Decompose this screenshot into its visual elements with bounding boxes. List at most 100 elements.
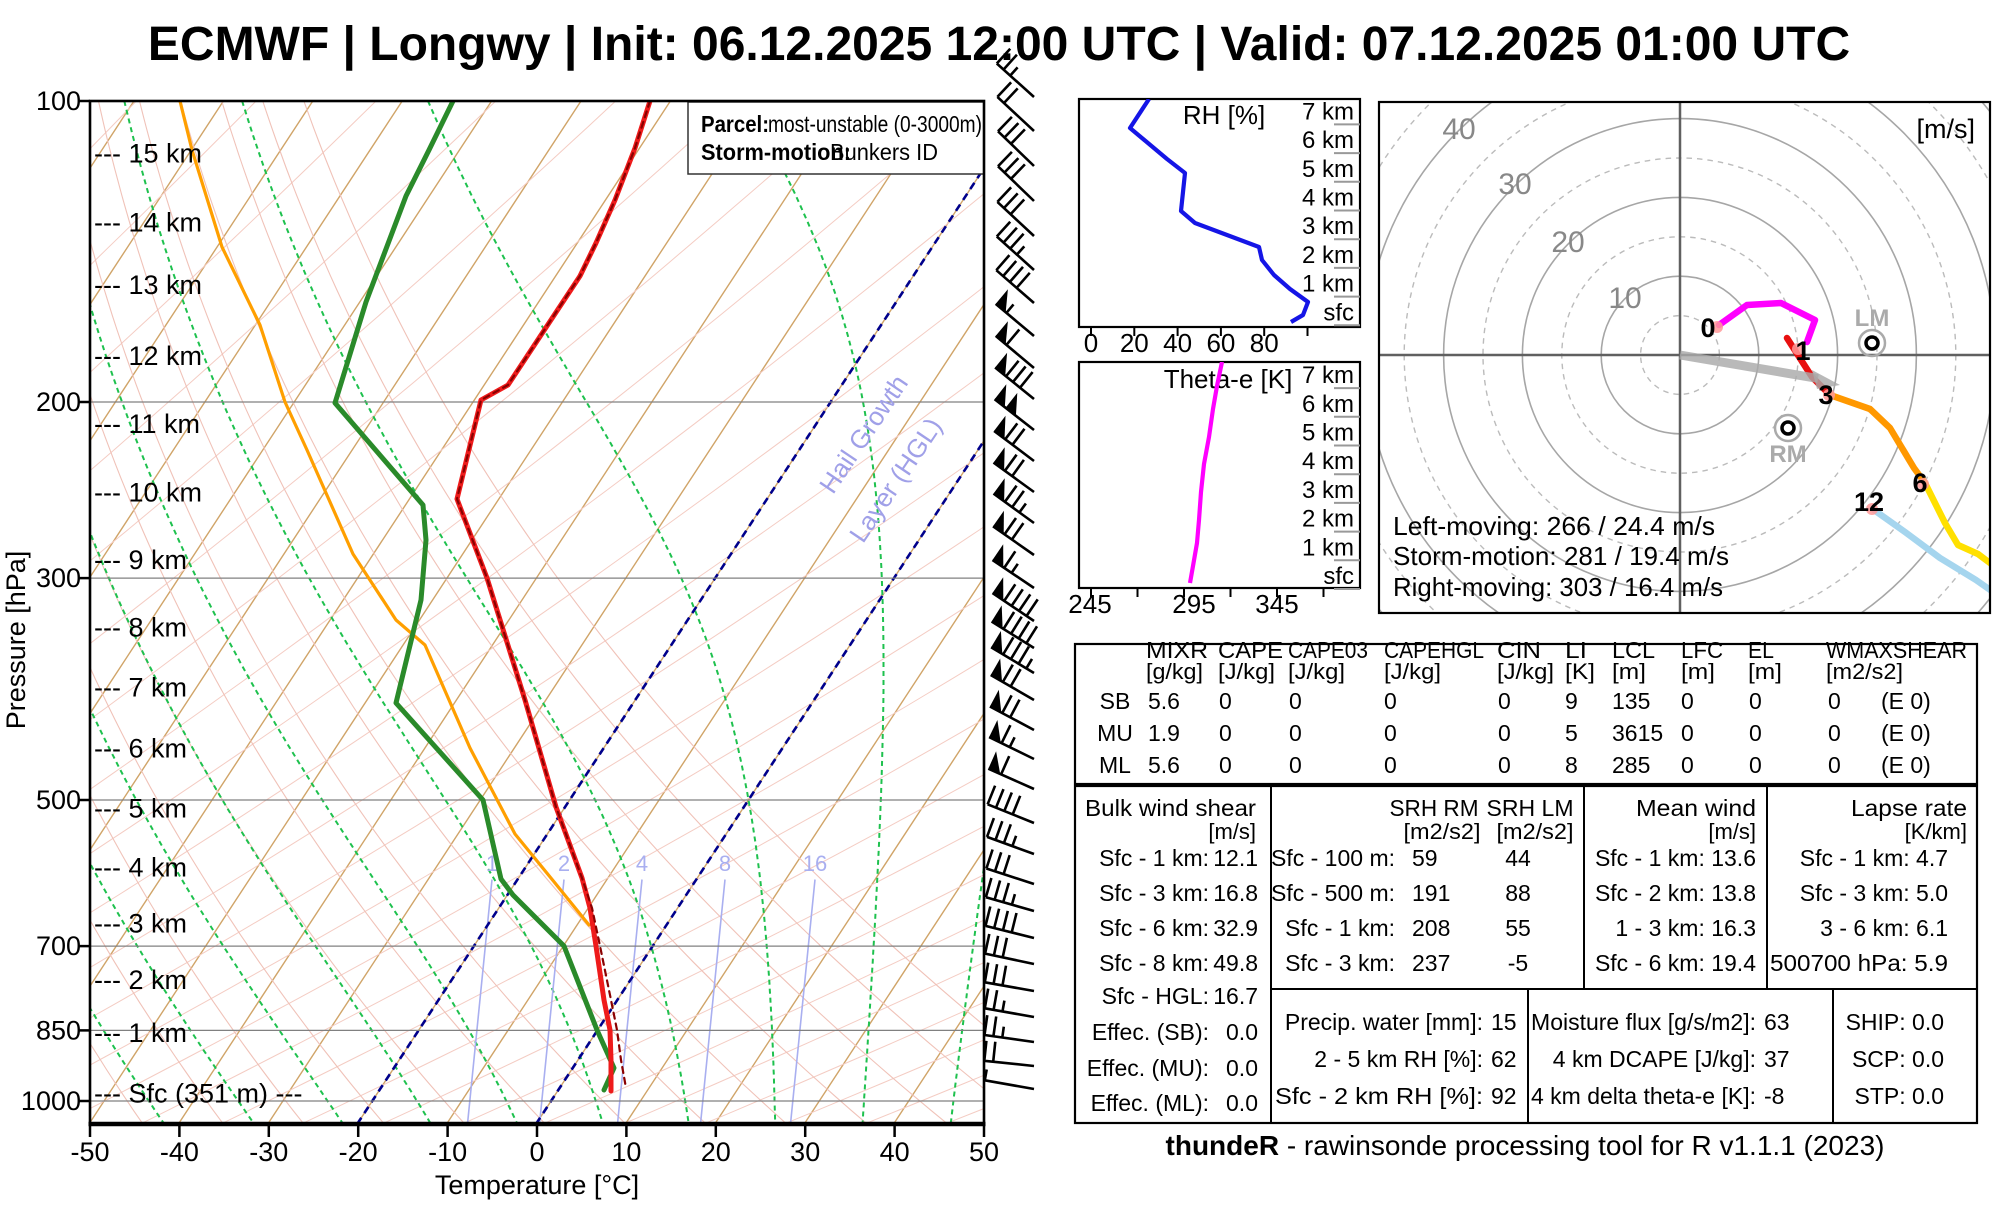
svg-text:80: 80 [1250, 328, 1279, 358]
svg-text:8: 8 [719, 851, 731, 876]
svg-text:SCP: 0.0: SCP: 0.0 [1852, 1046, 1944, 1072]
svg-text:0: 0 [1219, 688, 1232, 714]
svg-text:--- 4 km: --- 4 km [94, 853, 187, 883]
svg-text:--- 8 km: --- 8 km [94, 613, 187, 643]
svg-text:0.0: 0.0 [1226, 1019, 1258, 1045]
svg-text:0: 0 [1289, 752, 1302, 778]
svg-text:Sfc - 1 km:: Sfc - 1 km: [1099, 845, 1209, 871]
svg-text:500: 500 [36, 785, 81, 815]
svg-text:49.8: 49.8 [1213, 950, 1258, 976]
svg-text:295: 295 [1172, 589, 1215, 619]
svg-text:Right-moving: 303 / 16.4 m/s: Right-moving: 303 / 16.4 m/s [1393, 572, 1723, 602]
svg-text:Sfc - 8 km:: Sfc - 8 km: [1099, 950, 1209, 976]
svg-text:LCL: LCL [1612, 637, 1655, 663]
svg-text:30: 30 [1498, 168, 1531, 201]
svg-text:CAPEHGL: CAPEHGL [1384, 637, 1484, 663]
svg-text:--- 1 km: --- 1 km [94, 1018, 187, 1048]
svg-text:[J/kg]: [J/kg] [1218, 659, 1275, 684]
svg-text:10: 10 [1608, 282, 1641, 315]
svg-text:LM: LM [1855, 305, 1890, 332]
svg-text:LFC: LFC [1681, 637, 1723, 663]
svg-text:63: 63 [1764, 1009, 1790, 1035]
svg-text:850: 850 [36, 1015, 81, 1045]
svg-text:6: 6 [1912, 468, 1927, 498]
svg-text:SHIP: 0.0: SHIP: 0.0 [1846, 1009, 1944, 1035]
svg-text:0: 0 [1219, 720, 1232, 746]
svg-text:EL: EL [1748, 637, 1774, 663]
svg-text:0: 0 [529, 1137, 544, 1167]
svg-text:0: 0 [1828, 752, 1841, 778]
svg-text:0: 0 [1084, 328, 1098, 358]
svg-text:7 km: 7 km [1302, 362, 1354, 389]
svg-text:Pressure [hPa]: Pressure [hPa] [1, 551, 31, 730]
svg-text:SRH LM: SRH LM [1487, 795, 1574, 821]
svg-text:0: 0 [1289, 720, 1302, 746]
svg-text:CAPE03: CAPE03 [1288, 637, 1368, 663]
svg-text:92: 92 [1491, 1083, 1517, 1109]
svg-text:4 km delta theta-e [K]:: 4 km delta theta-e [K]: [1531, 1083, 1756, 1109]
svg-text:(E 0): (E 0) [1881, 688, 1931, 714]
svg-text:RM: RM [1769, 441, 1806, 468]
svg-text:15: 15 [1491, 1009, 1517, 1035]
svg-text:--- 12 km: --- 12 km [94, 341, 202, 371]
svg-text:[m/s]: [m/s] [1208, 819, 1256, 844]
svg-text:1000: 1000 [21, 1086, 81, 1116]
svg-text:(E 0): (E 0) [1881, 752, 1931, 778]
svg-text:0: 0 [1498, 752, 1511, 778]
svg-text:3 - 6 km: 6.1: 3 - 6 km: 6.1 [1820, 915, 1948, 941]
svg-text:Sfc - 3 km:: Sfc - 3 km: [1099, 880, 1209, 906]
svg-text:--- 15 km: --- 15 km [94, 139, 202, 169]
svg-text:--- 3 km: --- 3 km [94, 909, 187, 939]
svg-text:-20: -20 [339, 1137, 378, 1167]
svg-text:0: 0 [1384, 752, 1397, 778]
svg-text:1 km: 1 km [1302, 534, 1354, 561]
svg-text:2: 2 [558, 851, 570, 876]
svg-text:[K]: [K] [1565, 659, 1595, 684]
svg-text:STP: 0.0: STP: 0.0 [1855, 1083, 1944, 1109]
svg-text:16.8: 16.8 [1213, 880, 1258, 906]
svg-text:Sfc - 3 km:: Sfc - 3 km: [1285, 950, 1395, 976]
svg-text:MU: MU [1097, 720, 1133, 746]
svg-text:[m/s]: [m/s] [1917, 114, 1976, 144]
svg-text:[m]: [m] [1748, 659, 1782, 684]
svg-text:40: 40 [880, 1137, 910, 1167]
svg-text:20: 20 [1120, 328, 1149, 358]
svg-text:0: 0 [1681, 720, 1694, 746]
svg-text:40: 40 [1442, 113, 1475, 146]
svg-text:[J/kg]: [J/kg] [1288, 659, 1345, 684]
svg-text:sfc: sfc [1323, 299, 1354, 326]
svg-text:Sfc - 500 m:: Sfc - 500 m: [1271, 880, 1395, 906]
svg-text:Lapse rate: Lapse rate [1851, 795, 1967, 821]
svg-text:6 km: 6 km [1302, 127, 1354, 154]
svg-text:16.7: 16.7 [1213, 983, 1258, 1009]
svg-text:0: 0 [1498, 688, 1511, 714]
svg-text:Parcel:: Parcel: [701, 111, 769, 137]
svg-text:208: 208 [1412, 915, 1450, 941]
svg-text:0: 0 [1749, 688, 1762, 714]
svg-text:5 km: 5 km [1302, 420, 1354, 447]
svg-text:[m]: [m] [1681, 659, 1715, 684]
svg-text:Temperature [°C]: Temperature [°C] [435, 1170, 639, 1200]
svg-text:4: 4 [636, 851, 648, 876]
svg-text:6 km: 6 km [1302, 391, 1354, 418]
svg-text:[m2/s2]: [m2/s2] [1826, 659, 1903, 684]
svg-text:(E 0): (E 0) [1881, 720, 1931, 746]
svg-text:[m/s]: [m/s] [1708, 819, 1756, 844]
svg-text:4 km: 4 km [1302, 448, 1354, 475]
svg-text:5.6: 5.6 [1148, 688, 1180, 714]
svg-text:100: 100 [36, 86, 81, 116]
svg-text:0: 0 [1681, 752, 1694, 778]
svg-text:Sfc - 100 m:: Sfc - 100 m: [1271, 845, 1395, 871]
svg-text:Sfc - 1 km: 4.7: Sfc - 1 km: 4.7 [1800, 845, 1948, 871]
svg-text:LI: LI [1565, 637, 1587, 663]
svg-text:Sfc - 1 km: 13.6: Sfc - 1 km: 13.6 [1595, 845, 1756, 871]
svg-text:191: 191 [1412, 880, 1450, 906]
svg-text:-10: -10 [428, 1137, 467, 1167]
svg-text:5 km: 5 km [1302, 156, 1354, 183]
svg-text:--- 11 km: --- 11 km [94, 409, 200, 439]
svg-text:2 km: 2 km [1302, 242, 1354, 269]
svg-text:0: 0 [1828, 688, 1841, 714]
svg-text:--- 5 km: --- 5 km [94, 794, 187, 824]
svg-text:--- 14 km: --- 14 km [94, 208, 202, 238]
svg-text:32.9: 32.9 [1213, 915, 1258, 941]
